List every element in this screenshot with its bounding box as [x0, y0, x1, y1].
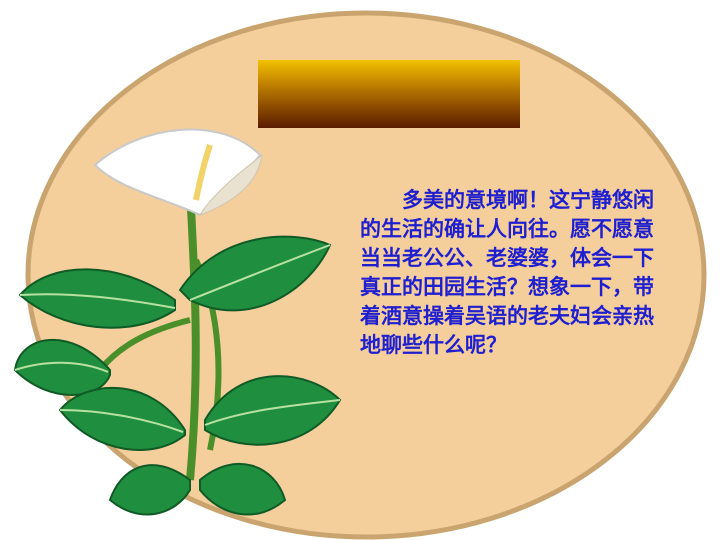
- title-bar: [258, 60, 520, 128]
- calla-lily-icon: [13, 128, 342, 516]
- body-paragraph: 多美的意境啊！这宁静悠闲的生活的确让人向往。愿不愿意当当老公公、老婆婆，体会一下…: [360, 188, 654, 357]
